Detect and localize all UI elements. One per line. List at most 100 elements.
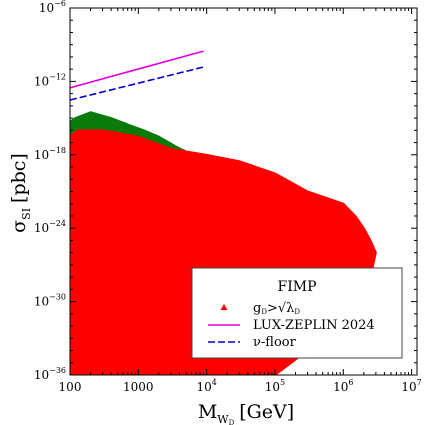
scatter-point bbox=[231, 366, 236, 371]
scatter-point bbox=[106, 361, 111, 366]
scatter-point bbox=[263, 230, 268, 236]
scatter-point bbox=[124, 144, 129, 149]
scatter-point bbox=[71, 364, 76, 369]
scatter-point bbox=[82, 179, 87, 184]
scatter-point bbox=[139, 324, 144, 329]
scatter-point bbox=[77, 139, 82, 144]
scatter-point bbox=[75, 291, 81, 296]
scatter-point bbox=[364, 259, 370, 264]
scatter-point bbox=[161, 149, 166, 155]
scatter-point bbox=[183, 160, 188, 165]
scatter-point bbox=[311, 206, 316, 211]
x-axis-title-sub: W bbox=[217, 413, 229, 425]
scatter-point bbox=[139, 334, 144, 339]
scatter-point bbox=[146, 161, 151, 166]
scatter-point bbox=[199, 210, 204, 215]
scatter-point bbox=[286, 210, 292, 215]
scatter-point bbox=[107, 261, 113, 266]
scatter-point bbox=[217, 361, 222, 366]
y-axis-title-unit: [pbc] bbox=[8, 153, 30, 203]
y-tick-label: 10−24 bbox=[34, 219, 66, 235]
scatter-point bbox=[168, 270, 174, 275]
scatter-point bbox=[201, 366, 207, 371]
y-tick-label: 10−36 bbox=[34, 366, 66, 382]
scatter-point bbox=[105, 312, 110, 317]
scatter-point bbox=[98, 131, 103, 137]
scatter-point bbox=[355, 237, 360, 242]
scatter-point bbox=[196, 153, 201, 159]
scatter-point bbox=[336, 261, 341, 266]
scatter-point bbox=[329, 206, 334, 211]
scatter-point bbox=[177, 365, 182, 370]
scatter-point bbox=[256, 364, 261, 369]
scatter-point bbox=[105, 322, 111, 328]
scatter-point bbox=[335, 220, 340, 225]
scatter-point bbox=[145, 297, 150, 302]
scatter-point bbox=[246, 188, 252, 194]
scatter-point bbox=[159, 330, 165, 335]
scatter-point bbox=[184, 196, 189, 201]
x-tick-label: 105 bbox=[265, 378, 285, 394]
legend-label-gd-main: g bbox=[253, 301, 261, 316]
scatter-point bbox=[95, 274, 100, 279]
y-tick-label: 10−6 bbox=[39, 0, 66, 15]
scatter-point bbox=[181, 329, 186, 334]
scatter-point bbox=[213, 237, 218, 242]
scatter-point bbox=[267, 258, 272, 263]
nu-floor-line bbox=[70, 66, 204, 101]
y-axis-title-main: σ bbox=[8, 220, 30, 233]
scatter-point bbox=[176, 306, 181, 311]
scatter-point bbox=[76, 233, 81, 238]
scatter-point bbox=[233, 193, 238, 198]
scatter-point bbox=[161, 370, 166, 375]
scatter-point bbox=[294, 210, 299, 215]
scatter-point bbox=[95, 261, 101, 266]
scatter-point bbox=[155, 185, 160, 190]
scatter-point bbox=[133, 185, 138, 190]
scatter-point bbox=[97, 324, 102, 329]
scatter-point bbox=[157, 340, 163, 345]
scatter-point bbox=[339, 238, 344, 243]
scatter-point bbox=[119, 342, 125, 347]
scatter-point bbox=[113, 176, 119, 181]
scatter-point bbox=[120, 158, 125, 163]
x-tick-label: 100 bbox=[59, 380, 82, 394]
scatter-point bbox=[274, 361, 279, 367]
scatter-point bbox=[108, 331, 114, 336]
scatter-point bbox=[183, 321, 188, 327]
scatter-point bbox=[132, 288, 137, 294]
y-axis-title: σSI [pbc] bbox=[8, 153, 33, 233]
scatter-point bbox=[174, 258, 179, 264]
scatter-point bbox=[164, 213, 169, 219]
scatter-point bbox=[118, 239, 124, 245]
scatter-point bbox=[155, 237, 161, 242]
scatter-point bbox=[131, 147, 136, 153]
scatter-point bbox=[74, 357, 80, 362]
scatter-point bbox=[320, 204, 326, 210]
scatter-point bbox=[180, 305, 185, 310]
scatter-point bbox=[150, 193, 155, 198]
x-tick-label: 106 bbox=[333, 378, 353, 394]
scatter-point bbox=[103, 260, 109, 265]
scatter-point bbox=[116, 263, 121, 268]
scatter-point bbox=[179, 257, 184, 262]
scatter-point bbox=[154, 307, 159, 312]
scatter-point bbox=[93, 175, 98, 180]
scatter-point bbox=[227, 219, 232, 224]
scatter-point bbox=[311, 249, 316, 254]
lines-layer bbox=[70, 50, 204, 101]
scatter-point bbox=[176, 355, 181, 361]
scatter-point bbox=[263, 249, 269, 254]
scatter-point bbox=[184, 184, 189, 189]
scatter-point bbox=[86, 246, 91, 251]
scatter-point bbox=[138, 293, 144, 298]
scatter-point bbox=[155, 194, 160, 199]
scatter-point bbox=[88, 142, 93, 147]
scatter-point bbox=[163, 363, 168, 368]
scatter-point bbox=[289, 248, 295, 253]
scatter-point bbox=[196, 250, 202, 255]
scatter-point bbox=[108, 181, 113, 186]
legend-label-gd-rest: >√λ bbox=[267, 301, 294, 316]
scatter-point bbox=[274, 177, 279, 182]
